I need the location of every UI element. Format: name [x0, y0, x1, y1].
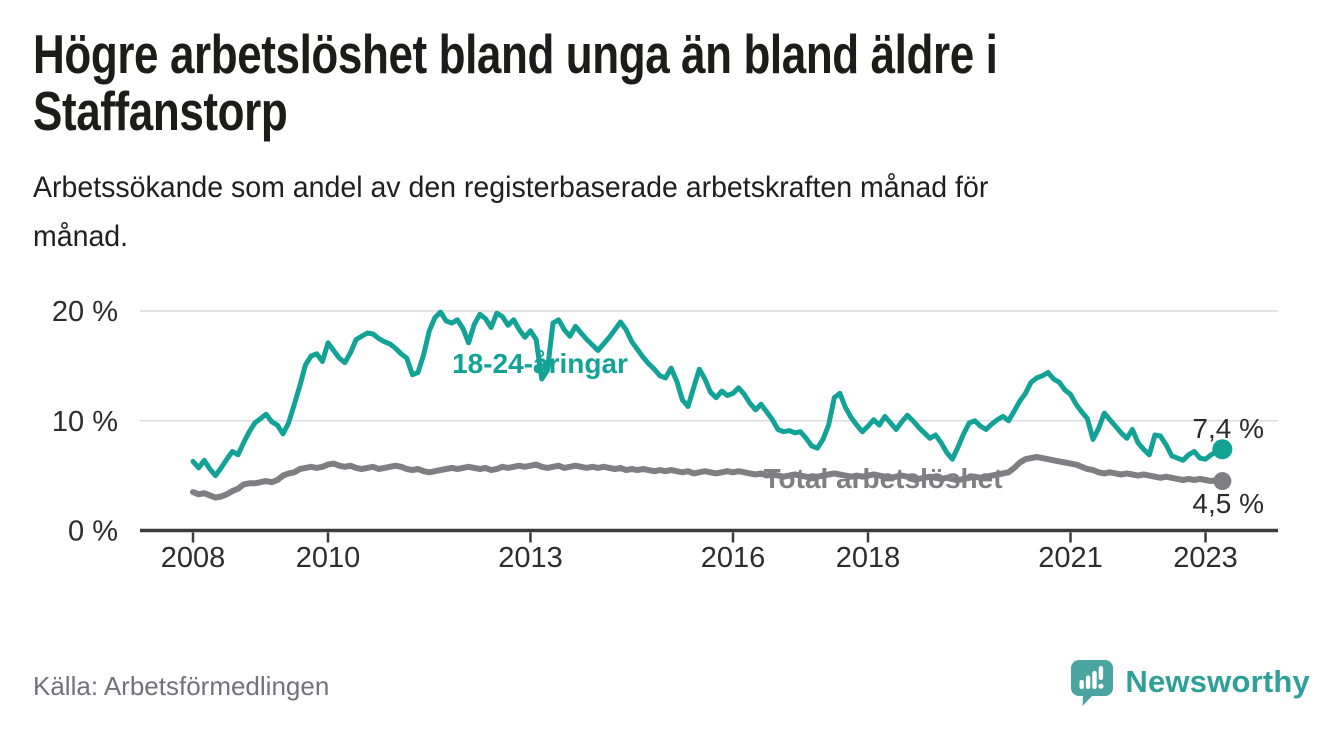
x-tick-label: 2023: [1173, 542, 1238, 574]
logo-bar-large: [1092, 671, 1098, 689]
y-tick-label: 0 %: [68, 516, 118, 548]
page-title: Högre arbetslöshet bland unga än bland ä…: [33, 23, 998, 142]
y-tick-label: 10 %: [52, 406, 118, 438]
total-end-dot: [1213, 472, 1232, 491]
youth-series-label: 18-24-åringar: [452, 348, 628, 379]
x-tick-label: 2018: [836, 542, 901, 574]
series-line-total: [190, 454, 1226, 501]
page-title-line1: Högre arbetslöshet bland unga än bland ä…: [33, 23, 998, 85]
youth-end-value: 7,4 %: [1192, 413, 1264, 444]
x-tick-label: 2016: [701, 542, 766, 574]
page-title-line2: Staffanstorp: [33, 80, 288, 142]
total-end-value: 4,5 %: [1192, 488, 1264, 519]
y-tick-label: 20 %: [52, 296, 118, 328]
x-tick-label: 2008: [161, 542, 226, 574]
x-tick-label: 2021: [1038, 542, 1103, 574]
series-line-youth: [190, 309, 1225, 479]
logo-bubble-shape: [1071, 660, 1114, 706]
youth-end-dot: [1212, 439, 1233, 460]
total-series-label: Total arbetslöshet: [763, 463, 1002, 494]
x-tick-label: 2013: [498, 542, 563, 574]
logo-exclamation-bar: [1099, 666, 1104, 680]
page-subtitle-line1: Arbetssökande som andel av den registerb…: [33, 171, 989, 204]
source-note: Källa: Arbetsförmedlingen: [33, 671, 330, 701]
newsworthy-logo-icon: [1071, 660, 1114, 706]
logo-bar-medium: [1086, 675, 1091, 689]
x-tick-label: 2010: [296, 542, 361, 574]
brand-logo: Newsworthy: [1068, 658, 1310, 706]
logo-exclamation-dot: [1098, 683, 1104, 689]
logo-bar-small: [1079, 680, 1085, 689]
page-subtitle: Arbetssökande som andel av den registerb…: [33, 163, 988, 261]
page-subtitle-line2: månad.: [33, 220, 129, 253]
brand-wordmark: Newsworthy: [1125, 664, 1310, 699]
